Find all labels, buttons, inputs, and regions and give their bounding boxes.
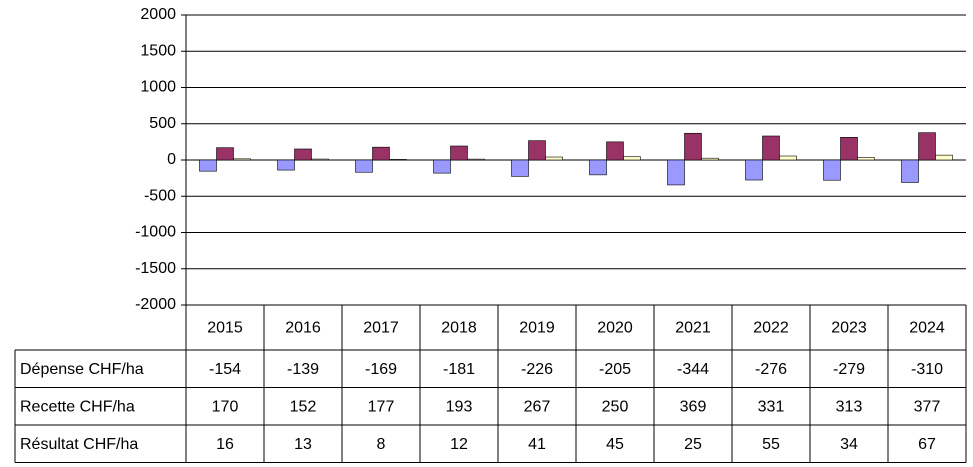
y-tick-label: -1000 (135, 224, 176, 241)
legend-label: Recette CHF/ha (20, 398, 135, 415)
bar (450, 145, 468, 161)
table-value: 13 (294, 436, 312, 453)
legend-label: Résultat CHF/ha (20, 436, 138, 453)
x-tick-label: 2018 (441, 320, 477, 337)
x-tick-label: 2024 (909, 320, 945, 337)
table-value: 55 (762, 436, 780, 453)
bar (311, 158, 329, 161)
table-value: 267 (524, 398, 551, 415)
table-value: 34 (840, 436, 858, 453)
table-value: 170 (212, 398, 239, 415)
table-value: -181 (443, 361, 475, 378)
bar (745, 159, 763, 181)
table-value: 377 (914, 398, 941, 415)
table-value: 331 (758, 398, 785, 415)
bar (528, 140, 546, 161)
bar (623, 156, 641, 161)
table-value: 8 (377, 436, 386, 453)
bar (857, 157, 875, 161)
y-tick-label: -2000 (135, 296, 176, 313)
x-tick-label: 2016 (285, 320, 321, 337)
y-tick-label: -1500 (135, 260, 176, 277)
x-tick-label: 2020 (597, 320, 633, 337)
y-tick-label: 1000 (140, 79, 176, 96)
bar (233, 158, 251, 161)
bar (372, 146, 390, 161)
bar (823, 159, 841, 181)
x-tick-label: 2015 (207, 320, 243, 337)
bar (779, 155, 797, 161)
y-tick-label: 0 (167, 151, 176, 168)
table-value: -310 (911, 361, 943, 378)
table-value: 193 (446, 398, 473, 415)
bar (901, 159, 919, 183)
bar (545, 156, 563, 161)
table-value: -344 (677, 361, 709, 378)
x-tick-label: 2022 (753, 320, 789, 337)
bar (467, 158, 485, 161)
table-value: 16 (216, 436, 234, 453)
y-tick-label: 500 (149, 115, 176, 132)
bar (511, 159, 529, 177)
table-value: 12 (450, 436, 468, 453)
bar (667, 159, 685, 186)
table-value: -154 (209, 361, 241, 378)
bar (918, 132, 936, 161)
x-tick-label: 2023 (831, 320, 867, 337)
table-value: 369 (680, 398, 707, 415)
table-value: -205 (599, 361, 631, 378)
bar (840, 137, 858, 161)
table-value: 67 (918, 436, 936, 453)
table-value: -226 (521, 361, 553, 378)
bar (935, 154, 953, 161)
y-tick-label: -500 (144, 187, 176, 204)
table-value: -279 (833, 361, 865, 378)
legend-label: Dépense CHF/ha (20, 361, 144, 378)
bar (606, 141, 624, 161)
y-tick-label: 1500 (140, 42, 176, 59)
y-tick-label: 2000 (140, 6, 176, 23)
table-value: 177 (368, 398, 395, 415)
table-value: 25 (684, 436, 702, 453)
table-value: 41 (528, 436, 546, 453)
table-value: -169 (365, 361, 397, 378)
table-value: 313 (836, 398, 863, 415)
table-value: 250 (602, 398, 629, 415)
table-value: -139 (287, 361, 319, 378)
bar (294, 148, 312, 161)
bar (277, 159, 295, 171)
bar (433, 159, 451, 174)
bar (355, 159, 373, 173)
bar (589, 159, 607, 176)
bar (684, 132, 702, 161)
bar (701, 157, 719, 161)
bar (389, 159, 407, 161)
bar (762, 135, 780, 161)
x-tick-label: 2017 (363, 320, 399, 337)
bar (216, 147, 234, 161)
table-value: -276 (755, 361, 787, 378)
x-tick-label: 2021 (675, 320, 711, 337)
table-value: 45 (606, 436, 624, 453)
bar (199, 159, 217, 172)
x-tick-label: 2019 (519, 320, 555, 337)
table-value: 152 (290, 398, 317, 415)
